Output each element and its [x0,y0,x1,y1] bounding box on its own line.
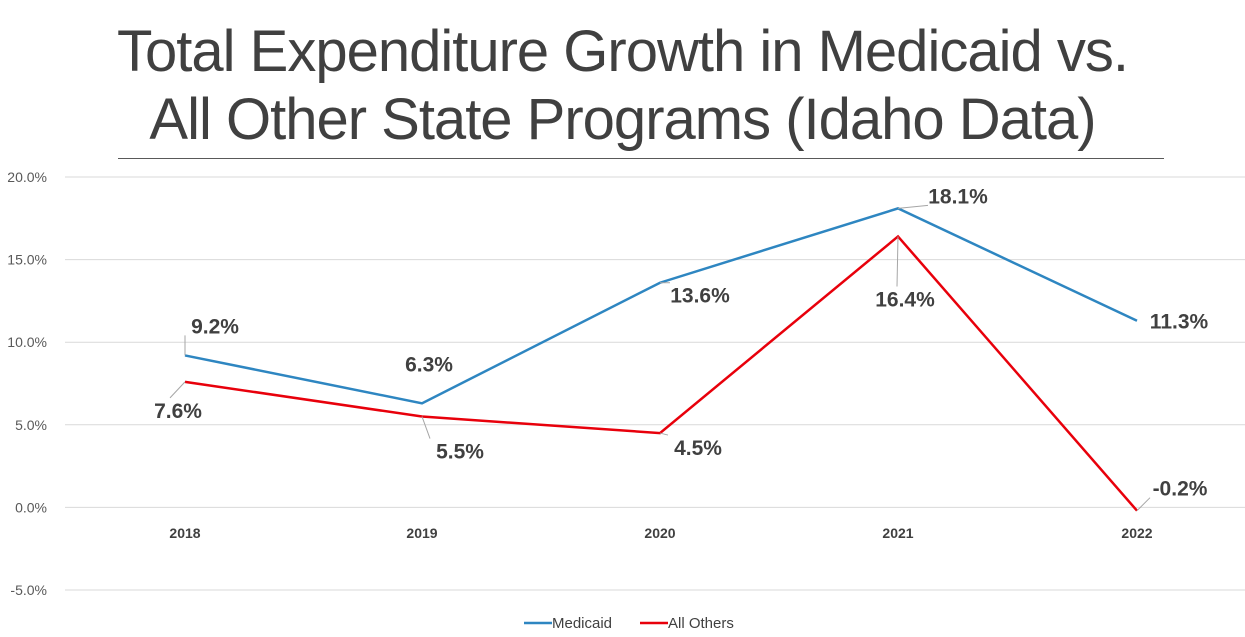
data-label-leader [659,432,669,436]
data-label: -0.2% [1153,478,1208,501]
data-label-leader [897,204,929,209]
data-label: 6.3% [405,353,453,376]
y-tick-label: 5.0% [15,417,47,433]
x-tick-label: 2022 [1121,525,1152,541]
data-label: 9.2% [191,315,239,338]
y-tick-label: 10.0% [7,334,47,350]
x-tick-label: 2020 [644,525,675,541]
y-tick-label: -5.0% [10,582,47,598]
data-label: 7.6% [154,400,202,423]
series-line-medicaid [184,207,1138,405]
data-label: 16.4% [875,288,935,311]
legend-label-medicaid: Medicaid [552,615,612,632]
y-tick-label: 0.0% [15,499,47,515]
data-label-leader [421,416,431,439]
series-line-all-others [184,234,1138,512]
data-label: 13.6% [670,285,730,308]
data-label: 18.1% [928,185,988,208]
data-label-leader [896,236,899,287]
x-tick-label: 2019 [406,525,437,541]
title-divider [118,158,1164,159]
legend-label-all-others: All Others [668,615,734,632]
chart-title-line-1: Total Expenditure Growth in Medicaid vs. [117,19,1129,84]
data-label: 11.3% [1150,311,1209,334]
data-label: 5.5% [436,441,484,464]
y-tick-label: 20.0% [7,169,47,185]
data-label-leader [1136,497,1151,512]
x-tick-label: 2021 [882,525,913,541]
x-tick-label: 2018 [169,525,200,541]
y-tick-label: 15.0% [7,252,47,268]
chart-title-line-2: All Other State Programs (Idaho Data) [149,87,1096,152]
data-label: 4.5% [674,437,722,460]
data-label-leader [169,381,186,399]
